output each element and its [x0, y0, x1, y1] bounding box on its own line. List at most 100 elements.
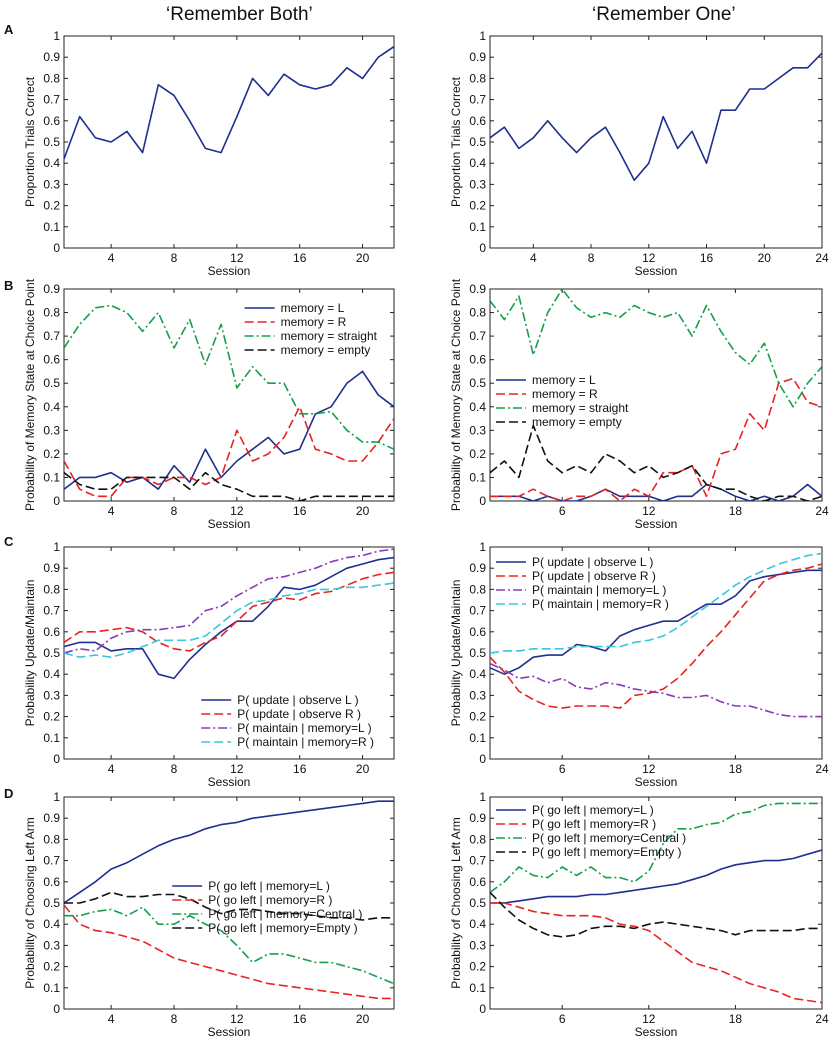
series-line-red	[490, 377, 822, 501]
y-tick-label: 0.1	[469, 731, 486, 745]
y-tick-label: 0.9	[469, 282, 486, 296]
x-tick-label: 16	[700, 251, 714, 265]
series-line-blue	[490, 569, 822, 676]
y-tick-label: 0.4	[469, 667, 486, 681]
y-tick-label: 0	[53, 752, 60, 766]
x-tick-label: 12	[230, 504, 244, 518]
x-tick-label: 24	[815, 1012, 829, 1026]
y-tick-label: 0.8	[43, 582, 60, 596]
series-line-green	[64, 906, 394, 985]
series-line-blue	[64, 45, 394, 160]
y-tick-label: 0.6	[43, 114, 60, 128]
y-axis-label: Proportion Trials Correct	[449, 76, 463, 207]
legend-label: P( go left | memory=Central )	[208, 907, 362, 921]
x-tick-label: 8	[171, 762, 178, 776]
chart-d-right: 0 0.1 0.2 0.3 0.4 0.5 0.6 0.7 0.8 0.9 1 6 12 18 24 Sess…	[449, 790, 829, 1039]
legend: P( go left | memory=L )P( go left | memo…	[496, 803, 686, 859]
x-axis-label: Session	[208, 517, 251, 531]
x-tick-label: 12	[642, 251, 656, 265]
y-tick-label: 1	[53, 790, 60, 804]
x-axis-label: Session	[635, 775, 678, 789]
y-tick-label: 0.2	[469, 960, 486, 974]
y-tick-label: 0.4	[469, 400, 486, 414]
y-tick-label: 0.9	[43, 561, 60, 575]
axes-frame	[63, 35, 395, 249]
x-tick-label: 18	[729, 1012, 743, 1026]
title-remember-one: ‘Remember One’	[592, 4, 736, 25]
title-remember-both: ‘Remember Both’	[166, 4, 313, 25]
x-tick-label: 8	[171, 504, 178, 518]
y-tick-label: 0.3	[469, 423, 486, 437]
legend-label: memory = empty	[532, 415, 622, 429]
y-tick-label: 0.3	[43, 688, 60, 702]
x-tick-label: 20	[356, 251, 370, 265]
y-axis-label: Probability Update/Maintain	[449, 580, 463, 727]
x-axis-label: Session	[208, 264, 251, 278]
y-tick-label: 0.7	[43, 854, 60, 868]
legend-label: P( go left | memory=R )	[208, 893, 332, 907]
panel-letter-a: A	[4, 22, 14, 37]
series-line-red	[64, 571, 394, 652]
y-tick-label: 0.5	[469, 135, 486, 149]
y-tick-label: 0.5	[469, 646, 486, 660]
x-axis-label: Session	[208, 775, 251, 789]
y-tick-label: 0.2	[43, 199, 60, 213]
y-tick-label: 0.3	[43, 177, 60, 191]
x-tick-label: 4	[108, 1012, 115, 1026]
series-line-blue	[64, 370, 394, 491]
x-tick-label: 20	[356, 762, 370, 776]
x-tick-label: 8	[588, 251, 595, 265]
legend-label: memory = straight	[532, 401, 629, 415]
legend: P( update | observe L )P( update | obser…	[496, 555, 669, 611]
y-tick-label: 0.1	[469, 220, 486, 234]
legend-label: P( go left | memory=Central )	[532, 831, 686, 845]
series-line-black	[490, 424, 822, 501]
y-tick-label: 0.3	[469, 938, 486, 952]
x-axis-label: Session	[635, 1025, 678, 1039]
x-tick-label: 4	[530, 251, 537, 265]
y-tick-label: 0	[53, 494, 60, 508]
legend-label: P( maintain | memory=L )	[237, 721, 371, 735]
y-tick-label: 0.9	[469, 561, 486, 575]
legend: P( update | observe L )P( update | obser…	[201, 693, 374, 749]
y-tick-label: 1	[479, 790, 486, 804]
y-tick-label: 0.7	[43, 93, 60, 107]
y-tick-label: 0.2	[43, 447, 60, 461]
x-tick-label: 20	[758, 251, 772, 265]
y-tick-label: 0.8	[43, 832, 60, 846]
axes-frame	[63, 288, 395, 502]
y-tick-label: 0.2	[469, 447, 486, 461]
series-line-green	[490, 289, 822, 408]
y-tick-label: 0.2	[469, 710, 486, 724]
x-axis-label: Session	[208, 1025, 251, 1039]
legend-label: memory = L	[281, 301, 345, 315]
y-tick-label: 0.3	[469, 177, 486, 191]
legend-label: P( maintain | memory=R )	[532, 597, 669, 611]
x-tick-label: 8	[171, 251, 178, 265]
series-line-blue	[64, 800, 394, 904]
y-tick-label: 0.5	[43, 376, 60, 390]
series-line-cyan	[490, 552, 822, 654]
y-tick-label: 0.9	[469, 811, 486, 825]
series-line-green	[490, 802, 822, 894]
y-tick-label: 1	[53, 29, 60, 43]
y-tick-label: 0.7	[43, 604, 60, 618]
y-tick-label: 0.8	[43, 306, 60, 320]
legend: P( go left | memory=L )P( go left | memo…	[172, 879, 362, 935]
legend-label: P( update | observe L )	[237, 693, 358, 707]
series-line-red	[64, 405, 394, 498]
panel-letter-c: C	[4, 534, 14, 549]
chart-c-left: 0 0.1 0.2 0.3 0.4 0.5 0.6 0.7 0.8 0.9 1 4 8 12 16 20 Ses…	[23, 540, 395, 789]
y-axis-label: Probability of Memory State at Choice Po…	[449, 278, 463, 511]
y-tick-label: 0.2	[469, 199, 486, 213]
y-tick-label: 1	[53, 540, 60, 554]
legend-label: P( update | observe R )	[237, 707, 361, 721]
series-line-blue	[490, 483, 822, 501]
y-axis-label: Proportion Trials Correct	[23, 76, 37, 207]
x-axis-label: Session	[635, 517, 678, 531]
x-axis-label: Session	[635, 264, 678, 278]
series-line-blue	[490, 849, 822, 904]
x-tick-label: 18	[729, 504, 743, 518]
